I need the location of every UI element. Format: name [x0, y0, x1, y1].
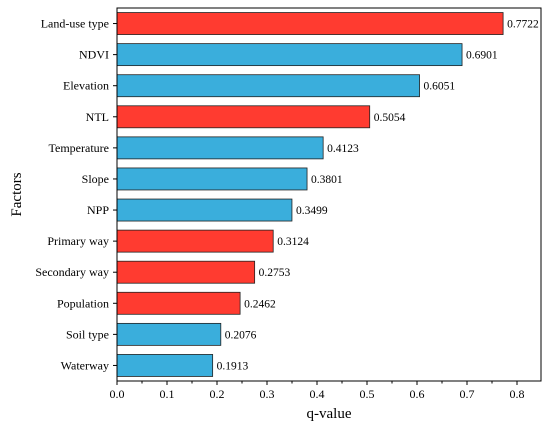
- x-axis-title: q-value: [307, 406, 352, 422]
- category-label: Soil type: [66, 327, 109, 341]
- category-label: Temperature: [49, 141, 109, 155]
- category-label: Elevation: [63, 79, 109, 93]
- bar: [116, 136, 324, 160]
- category-label: Primary way: [47, 234, 109, 248]
- category-label: Waterway: [61, 358, 109, 372]
- data-label: 0.7722: [507, 19, 539, 31]
- data-label: 0.2462: [244, 298, 276, 310]
- bar: [116, 43, 463, 67]
- x-tick-label: 0.2: [210, 387, 225, 401]
- category-label: NPP: [87, 203, 109, 217]
- category-label: Secondary way: [35, 265, 109, 279]
- bar: [116, 198, 293, 222]
- x-tick-label: 0.8: [510, 387, 525, 401]
- data-label: 0.3801: [311, 174, 343, 186]
- data-label: 0.2753: [259, 267, 291, 279]
- bar: [116, 260, 256, 284]
- plot-frame: [116, 7, 542, 382]
- category-label: Population: [57, 296, 109, 310]
- bar: [116, 229, 274, 253]
- bars-layer: 0.7722 0.6901 0.6051 0.5054 0.4123 0.3801 0.34…: [116, 12, 539, 377]
- x-tick-label: 0.0: [110, 387, 125, 401]
- x-tick-label: 0.1: [160, 387, 175, 401]
- bar: [116, 12, 504, 35]
- bar: [116, 291, 241, 315]
- data-label: 0.4123: [327, 143, 359, 155]
- bar: [116, 322, 222, 346]
- data-label: 0.2076: [225, 329, 257, 341]
- category-label: NDVI: [79, 48, 109, 62]
- data-label: 0.3124: [277, 236, 309, 248]
- x-tick-label: 0.7: [460, 387, 475, 401]
- category-label: Land-use type: [41, 17, 109, 31]
- bar: [116, 105, 371, 129]
- data-label: 0.5054: [374, 112, 406, 124]
- x-tick-label: 0.6: [410, 387, 425, 401]
- data-label: 0.3499: [296, 205, 328, 217]
- axes-layer: Land-use type NDVI Elevation NTL Temperature…: [35, 7, 542, 401]
- category-label: Slope: [82, 172, 109, 186]
- x-tick-label: 0.5: [360, 387, 375, 401]
- y-axis-title: Factors: [9, 172, 25, 216]
- x-tick-label: 0.4: [310, 387, 325, 401]
- bar: [116, 167, 308, 191]
- bar: [116, 354, 214, 377]
- data-label: 0.1913: [217, 360, 249, 372]
- data-label: 0.6051: [424, 81, 456, 93]
- x-tick-label: 0.3: [260, 387, 275, 401]
- data-label: 0.6901: [466, 50, 498, 62]
- bar: [116, 74, 420, 98]
- category-label: NTL: [86, 110, 109, 124]
